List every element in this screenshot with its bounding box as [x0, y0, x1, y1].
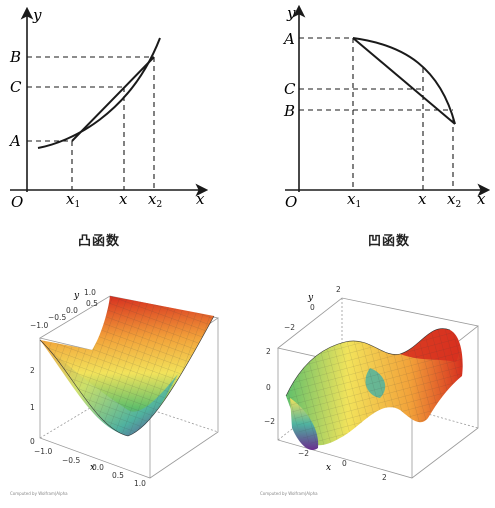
convex-function-diagram: y x O B C A x1 x x2: [8, 6, 209, 211]
y-axis-label: y: [73, 291, 80, 301]
y-tick-3: −2: [284, 323, 295, 332]
tick-x2: x2: [447, 190, 461, 210]
origin-label: O: [11, 193, 23, 211]
y-axis-label: y: [32, 6, 42, 24]
tick-x1: x1: [347, 190, 361, 210]
concave-caption: 凹函数: [368, 234, 411, 249]
tick-x: x: [119, 190, 128, 208]
y-tick-5: −1.0: [30, 321, 48, 330]
bowl-mesh: [40, 296, 214, 436]
y-axis-label: y: [307, 293, 314, 303]
convex-caption: 凸函数: [78, 234, 121, 249]
z-tick-3: −2: [264, 417, 275, 426]
tick-x2: x2: [148, 190, 162, 210]
y-tick-2: 0.5: [86, 299, 98, 308]
x-axis-label: x: [90, 463, 95, 473]
x-tick-3: 0.0: [92, 463, 104, 472]
concave-surface-plot: y 2 0 −2 2 0 −2 −2 x 0 2 Computed by Wol…: [260, 285, 479, 496]
x-tick-1: −2: [298, 449, 309, 458]
z-tick-1: 2: [30, 366, 35, 375]
x-tick-4: 0.5: [112, 471, 124, 480]
x-axis-label: x: [196, 190, 205, 208]
x-axis-label: x: [477, 190, 486, 208]
y-tick-2: 0: [310, 303, 315, 312]
y-tick-3: 0.0: [66, 306, 78, 315]
label-c: C: [10, 78, 22, 96]
z-tick-3: 0: [30, 437, 35, 446]
y-tick-1: 1.0: [84, 288, 96, 297]
tick-x1: x1: [66, 190, 80, 210]
z-tick-2: 1: [30, 403, 35, 412]
label-c: C: [284, 80, 296, 98]
tick-x: x: [418, 190, 427, 208]
convex-curve: [37, 37, 161, 149]
x-tick-2: −0.5: [62, 456, 80, 465]
bowl-edge: [39, 315, 215, 437]
x-axis-label: x: [326, 463, 331, 473]
z-tick-2: 0: [266, 383, 271, 392]
x-tick-5: 1.0: [134, 479, 146, 488]
label-b: B: [283, 102, 295, 120]
origin-label: O: [285, 193, 297, 211]
x-tick-3: 2: [382, 473, 387, 482]
z-tick-1: 2: [266, 347, 271, 356]
y-tick-1: 2: [336, 285, 341, 294]
chord-line: [71, 56, 155, 142]
y-axis-label: y: [286, 4, 296, 22]
concave-curve: [352, 37, 456, 125]
wave-mesh: [286, 328, 463, 446]
x-tick-2: 0: [342, 459, 347, 468]
wave-edge: [285, 328, 451, 397]
wolfram-credit: Computed by Wolfram|Alpha: [260, 491, 318, 496]
label-b: B: [9, 48, 21, 66]
label-a: A: [282, 30, 295, 48]
convex-surface-plot: y 1.0 0.5 0.0 −0.5 −1.0 2 1 0 −1.0 −0.5 …: [10, 288, 220, 496]
chord-line: [352, 37, 456, 125]
y-tick-4: −0.5: [48, 313, 66, 322]
label-a: A: [8, 132, 21, 150]
concave-function-diagram: y x O A C B x1 x x2: [282, 4, 491, 211]
x-tick-1: −1.0: [34, 447, 52, 456]
wolfram-credit: Computed by Wolfram|Alpha: [10, 491, 68, 496]
